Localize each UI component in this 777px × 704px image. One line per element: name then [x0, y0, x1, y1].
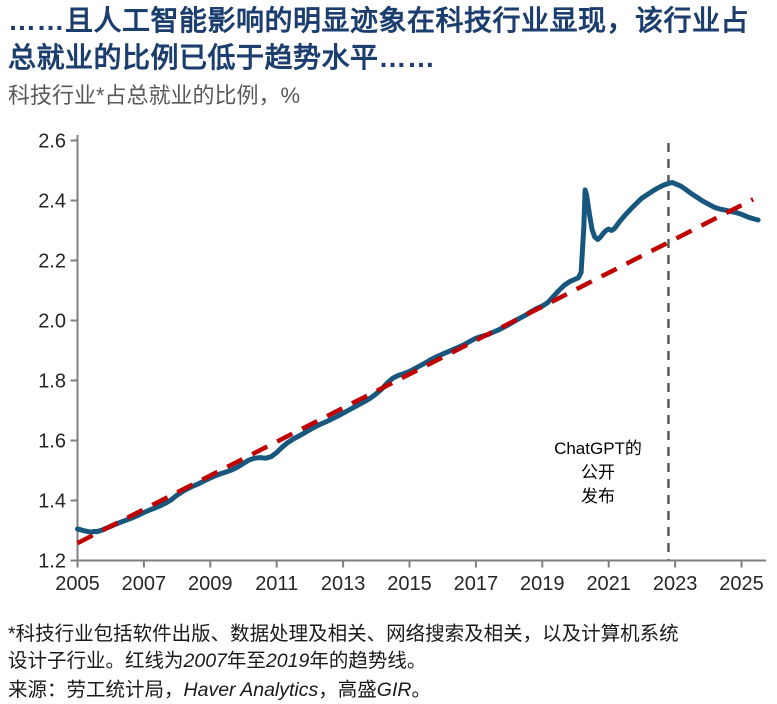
chatgpt-release-annotation: ChatGPT的 公开 发布 [533, 437, 663, 509]
footnote-line-1: *科技行业包括软件出版、数据处理及相关、网络搜索及相关，以及计算机系统 [8, 623, 679, 645]
y-tick-label: 2.0 [38, 311, 66, 333]
y-tick-label: 2.4 [38, 191, 66, 213]
x-tick-label: 2007 [122, 573, 167, 595]
footnote: *科技行业包括软件出版、数据处理及相关、网络搜索及相关，以及计算机系统 设计子行… [8, 621, 770, 675]
title-line-2: 总就业的比例已低于趋势水平…… [8, 42, 436, 73]
gs-gir-credit: GIR [376, 679, 412, 701]
x-tick-label: 2025 [719, 573, 764, 595]
x-tick-label: 2013 [321, 573, 366, 595]
y-tick-label: 1.6 [38, 431, 66, 453]
y-tick-label: 2.6 [38, 131, 66, 153]
trend-line [76, 197, 755, 546]
y-tick-label: 1.8 [38, 371, 66, 393]
trend-end-year: 2019 [265, 650, 310, 672]
x-tick-label: 2011 [255, 573, 298, 595]
x-tick-label: 2015 [387, 573, 432, 595]
x-tick-label: 2009 [188, 573, 233, 595]
trend-start-year: 2007 [183, 650, 227, 672]
x-tick-label: 2017 [454, 573, 499, 595]
chart-subtitle: 科技行业*占总就业的比例，% [8, 83, 301, 108]
y-tick-label: 2.2 [38, 251, 66, 273]
x-tick-label: 2021 [586, 573, 631, 595]
y-tick-label: 1.4 [38, 491, 66, 513]
footnote-line-2: 设计子行业。红线为2007年至2019年的趋势线。 [8, 650, 427, 672]
haver-analytics-credit: Haver Analytics [183, 679, 319, 701]
source-line: 来源：劳工统计局，Haver Analytics，高盛GIR。 [8, 679, 431, 701]
page-title: ……且人工智能影响的明显迹象在科技行业显现，该行业占 总就业的比例已低于趋势水平… [8, 2, 774, 76]
x-tick-label: 2019 [520, 573, 565, 595]
annotation-line-2: 公开 [581, 463, 615, 482]
y-tick-label: 1.2 [38, 551, 66, 573]
x-tick-label: 2023 [653, 573, 698, 595]
title-line-1: ……且人工智能影响的明显迹象在科技行业显现，该行业占 [8, 5, 750, 36]
tech-employment-share-line [75, 180, 761, 535]
annotation-line-1: ChatGPT的 [554, 439, 642, 458]
annotation-line-3: 发布 [581, 487, 615, 506]
x-tick-label: 2005 [55, 573, 100, 595]
